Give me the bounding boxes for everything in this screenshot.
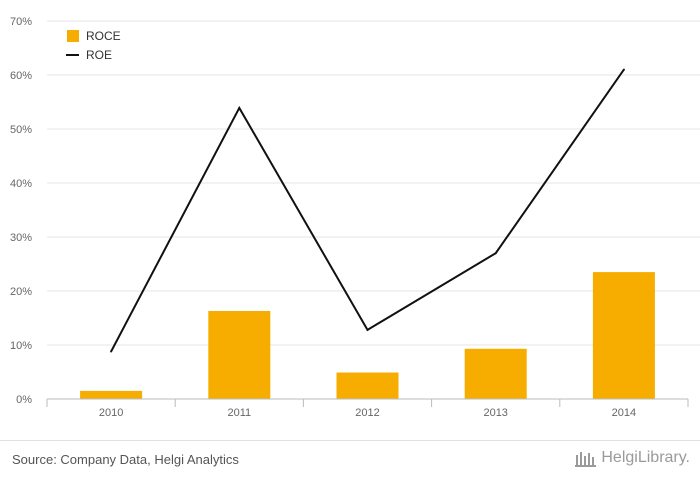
y-tick-label: 40% (10, 178, 32, 190)
roe-point (622, 68, 625, 71)
gridlines: 0% 10% 20% 30% 40% 50% 60% 70% (10, 16, 700, 406)
y-tick-label: 10% (10, 340, 32, 352)
x-tick-label: 2011 (227, 407, 251, 419)
roce-bars (80, 272, 655, 399)
roce-bar (336, 372, 399, 399)
roce-bar (592, 272, 655, 399)
y-tick-label: 70% (10, 16, 32, 28)
x-tick-label: 2012 (355, 407, 379, 419)
y-tick-label: 0% (16, 394, 32, 406)
x-axis: 2010 2011 2012 2013 2014 (46, 398, 689, 419)
roce-bar (208, 310, 271, 399)
legend-swatch-roce (67, 30, 79, 42)
y-tick-label: 50% (10, 124, 32, 136)
x-tick-label: 2013 (483, 407, 507, 419)
roce-roe-chart: 0% 10% 20% 30% 40% 50% 60% 70% 2010 2011 2012 2013… (10, 16, 700, 419)
chart-area: 0% 10% 20% 30% 40% 50% 60% 70% 2010 2011 2012 2013… (10, 16, 700, 419)
roe-point (110, 350, 113, 353)
y-tick-label: 30% (10, 232, 32, 244)
roce-bar (80, 390, 143, 399)
footer: Source: Company Data, Helgi Analytics He… (0, 440, 700, 483)
roe-point (366, 328, 369, 331)
source-note: Source: Company Data, Helgi Analytics (12, 452, 239, 467)
roe-point (494, 252, 497, 255)
helgi-library-logo[interactable]: HelgiLibrary. (575, 449, 690, 467)
roe-line (110, 69, 625, 352)
brand-text: HelgiLibrary. (601, 449, 690, 466)
roe-point (238, 106, 241, 109)
library-icon (575, 452, 597, 467)
y-tick-label: 20% (10, 286, 32, 298)
legend-label-roe: ROE (86, 48, 112, 62)
y-tick-label: 60% (10, 70, 32, 82)
x-tick-label: 2014 (612, 407, 636, 419)
legend-label-roce: ROCE (86, 29, 121, 43)
roe-line-layer (110, 68, 625, 353)
x-tick-label: 2010 (99, 407, 123, 419)
roce-bar (464, 348, 527, 399)
legend: ROCE ROE (66, 29, 121, 62)
